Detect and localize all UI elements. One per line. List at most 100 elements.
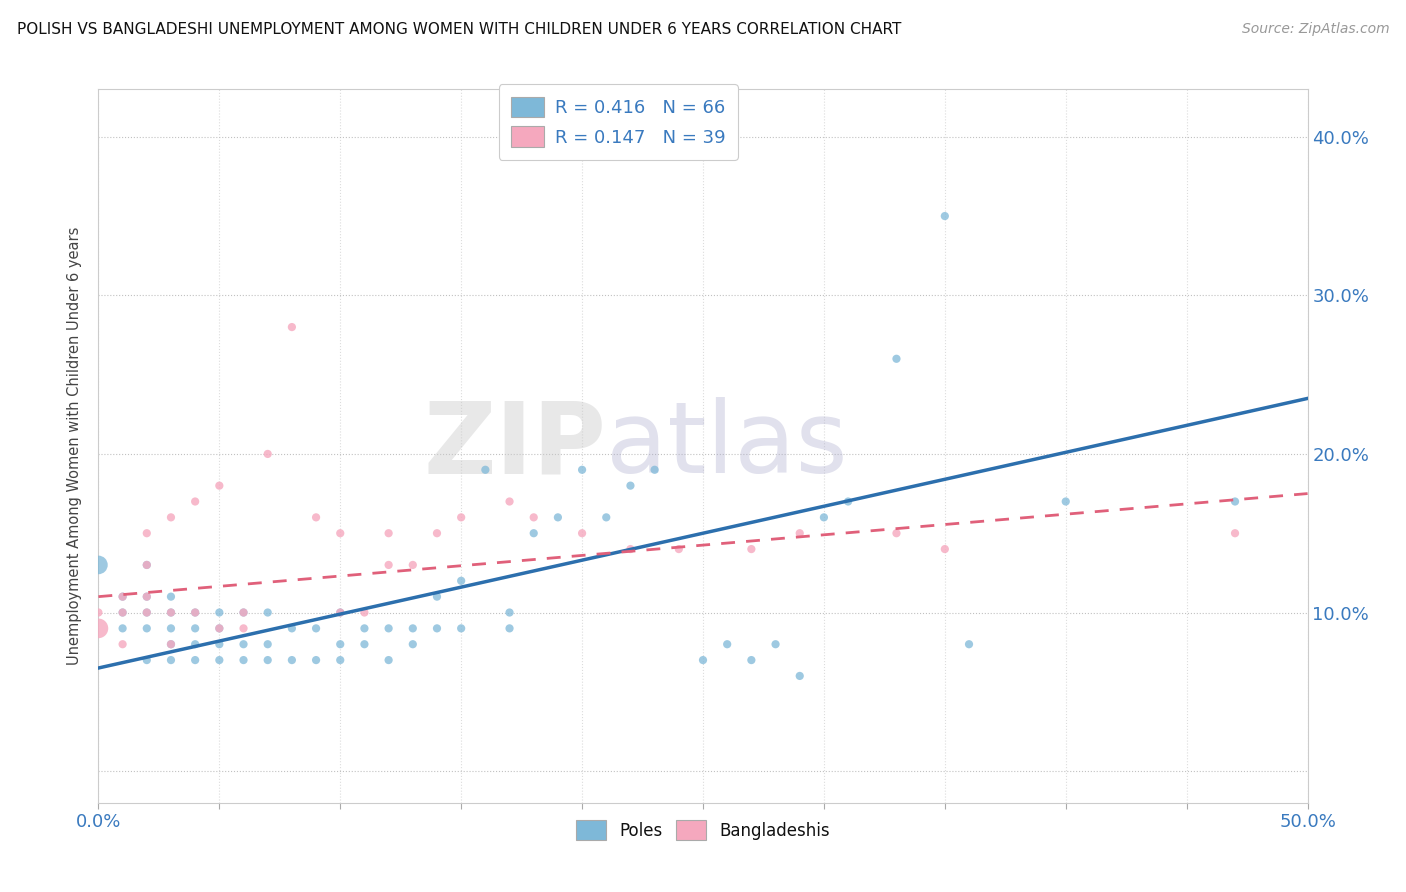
Point — [450, 574, 472, 588]
Point — [305, 653, 328, 667]
Point — [498, 621, 520, 635]
Point — [402, 637, 425, 651]
Point — [329, 526, 352, 541]
Point — [111, 590, 134, 604]
Point — [523, 510, 546, 524]
Point — [353, 637, 375, 651]
Point — [837, 494, 859, 508]
Point — [111, 606, 134, 620]
Point — [135, 590, 157, 604]
Point — [208, 653, 231, 667]
Point — [232, 606, 254, 620]
Point — [232, 621, 254, 635]
Point — [111, 637, 134, 651]
Point — [450, 621, 472, 635]
Point — [426, 526, 449, 541]
Point — [87, 621, 110, 635]
Point — [135, 653, 157, 667]
Point — [668, 542, 690, 557]
Point — [208, 478, 231, 492]
Point — [160, 637, 183, 651]
Point — [426, 621, 449, 635]
Point — [160, 590, 183, 604]
Point — [789, 526, 811, 541]
Point — [256, 447, 278, 461]
Point — [402, 558, 425, 572]
Point — [571, 463, 593, 477]
Text: ZIP: ZIP — [423, 398, 606, 494]
Point — [571, 526, 593, 541]
Point — [111, 606, 134, 620]
Text: POLISH VS BANGLADESHI UNEMPLOYMENT AMONG WOMEN WITH CHILDREN UNDER 6 YEARS CORRE: POLISH VS BANGLADESHI UNEMPLOYMENT AMONG… — [17, 22, 901, 37]
Text: Source: ZipAtlas.com: Source: ZipAtlas.com — [1241, 22, 1389, 37]
Point — [111, 590, 134, 604]
Point — [135, 526, 157, 541]
Point — [886, 526, 908, 541]
Point — [934, 209, 956, 223]
Point — [208, 637, 231, 651]
Point — [135, 606, 157, 620]
Point — [184, 606, 207, 620]
Point — [184, 653, 207, 667]
Point — [353, 621, 375, 635]
Point — [135, 590, 157, 604]
Point — [1223, 526, 1246, 541]
Point — [184, 637, 207, 651]
Point — [281, 320, 304, 334]
Point — [789, 669, 811, 683]
Point — [232, 637, 254, 651]
Point — [886, 351, 908, 366]
Point — [595, 510, 617, 524]
Point — [184, 621, 207, 635]
Point — [135, 621, 157, 635]
Y-axis label: Unemployment Among Women with Children Under 6 years: Unemployment Among Women with Children U… — [67, 227, 83, 665]
Point — [498, 606, 520, 620]
Point — [256, 606, 278, 620]
Point — [232, 653, 254, 667]
Point — [740, 653, 762, 667]
Point — [402, 621, 425, 635]
Point — [135, 606, 157, 620]
Point — [329, 606, 352, 620]
Point — [111, 621, 134, 635]
Point — [160, 637, 183, 651]
Point — [740, 542, 762, 557]
Point — [1054, 494, 1077, 508]
Point — [426, 590, 449, 604]
Point — [184, 494, 207, 508]
Point — [281, 653, 304, 667]
Point — [474, 463, 496, 477]
Point — [450, 510, 472, 524]
Point — [256, 653, 278, 667]
Point — [208, 621, 231, 635]
Point — [377, 621, 399, 635]
Point — [256, 637, 278, 651]
Point — [160, 621, 183, 635]
Point — [377, 558, 399, 572]
Point — [329, 653, 352, 667]
Point — [208, 606, 231, 620]
Point — [644, 463, 666, 477]
Point — [305, 621, 328, 635]
Text: atlas: atlas — [606, 398, 848, 494]
Point — [135, 558, 157, 572]
Point — [523, 526, 546, 541]
Point — [934, 542, 956, 557]
Point — [135, 558, 157, 572]
Point — [160, 510, 183, 524]
Point — [716, 637, 738, 651]
Point — [160, 606, 183, 620]
Point — [1223, 494, 1246, 508]
Point — [160, 653, 183, 667]
Point — [87, 606, 110, 620]
Legend: Poles, Bangladeshis: Poles, Bangladeshis — [568, 812, 838, 848]
Point — [160, 606, 183, 620]
Point — [184, 606, 207, 620]
Point — [208, 621, 231, 635]
Point — [692, 653, 714, 667]
Point — [813, 510, 835, 524]
Point — [329, 637, 352, 651]
Point — [619, 542, 641, 557]
Point — [619, 478, 641, 492]
Point — [957, 637, 980, 651]
